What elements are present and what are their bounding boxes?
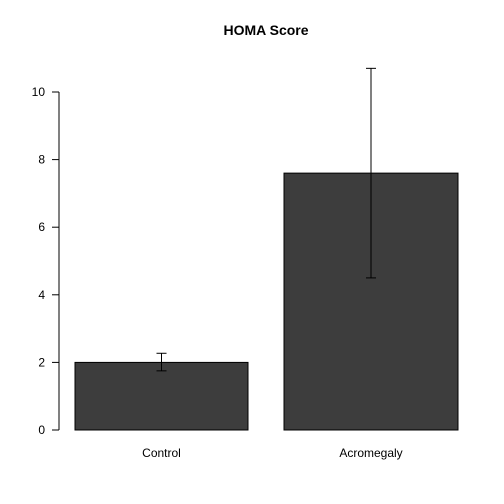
- error-bars-group: [156, 67, 376, 372]
- x-category-label: Control: [142, 446, 181, 460]
- bars-group: [74, 172, 459, 431]
- y-tick-label: 2: [38, 355, 45, 369]
- bar-control: [74, 361, 249, 431]
- chart-title: HOMA Score: [223, 22, 308, 38]
- y-tick-label: 10: [32, 85, 46, 99]
- x-axis-labels: Control Acromegaly: [142, 446, 403, 460]
- y-axis: 0 2 4 6 8 10: [32, 85, 60, 437]
- x-category-label: Acromegaly: [339, 446, 402, 460]
- y-tick-label: 6: [38, 220, 45, 234]
- y-tick-label: 0: [38, 423, 45, 437]
- y-tick-label: 4: [38, 288, 45, 302]
- error-bar-control: [156, 352, 167, 372]
- error-bar-acromegaly: [366, 67, 376, 279]
- y-tick-label: 8: [38, 153, 45, 167]
